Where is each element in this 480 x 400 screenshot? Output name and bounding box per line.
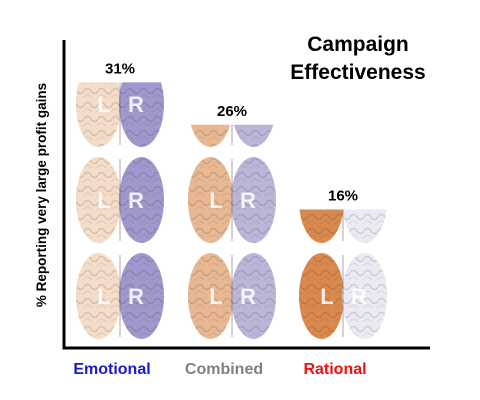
hemisphere-letter: R: [128, 188, 144, 213]
category-label-emotional: Emotional: [73, 361, 150, 378]
hemisphere-letter: R: [240, 188, 256, 213]
hemisphere-letter: L: [320, 92, 333, 117]
hemisphere-letter: L: [209, 0, 222, 21]
value-label-combined: 26%: [217, 103, 247, 120]
hemisphere-letter: L: [320, 188, 333, 213]
hemisphere-letter: L: [320, 284, 333, 309]
hemisphere-letter: R: [128, 284, 144, 309]
category-label-combined: Combined: [185, 361, 263, 378]
hemisphere-letter: R: [240, 284, 256, 309]
chart-title-line-2: Effectiveness: [290, 61, 425, 84]
value-label-emotional: 31%: [105, 60, 135, 77]
chart-title-line-1: Campaign: [307, 33, 409, 56]
hemisphere-letter: R: [351, 92, 367, 117]
hemisphere-letter: R: [240, 0, 256, 21]
y-axis-label: % Reporting very large profit gains: [34, 83, 49, 307]
hemisphere-letter: R: [128, 92, 144, 117]
hemisphere-letter: L: [97, 92, 110, 117]
category-label-rational: Rational: [303, 361, 366, 378]
value-label-rational: 16%: [328, 187, 358, 204]
bar-combined: L RL RL RL R: [188, 0, 276, 339]
bar-emotional: L RL RL RL R: [76, 0, 164, 339]
hemisphere-letter: R: [128, 0, 144, 21]
hemisphere-letter: R: [351, 188, 367, 213]
hemisphere-letter: R: [351, 284, 367, 309]
hemisphere-letter: L: [97, 0, 110, 21]
bar-rational: L RL RL R: [299, 92, 387, 339]
hemisphere-letter: L: [209, 188, 222, 213]
hemisphere-letter: L: [97, 188, 110, 213]
hemisphere-letter: L: [209, 284, 222, 309]
hemisphere-letter: L: [97, 284, 110, 309]
